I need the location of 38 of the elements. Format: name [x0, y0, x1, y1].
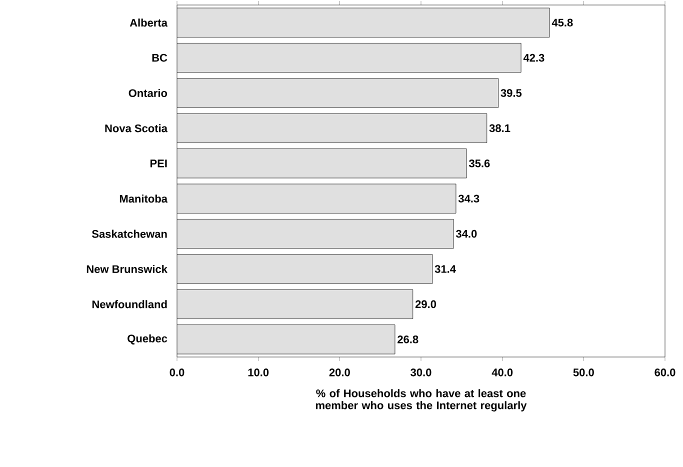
data-label: 34.3 — [458, 194, 480, 203]
bar — [177, 184, 456, 214]
data-label: 35.6 — [468, 159, 490, 168]
bar — [177, 254, 433, 284]
bar — [177, 42, 522, 73]
x-axis-title: % of Households who have at least one member who uses the Internet regularly — [316, 389, 527, 412]
data-label: 26.8 — [398, 336, 418, 344]
data-label: 31.4 — [434, 265, 456, 273]
y-tick-label: BC — [152, 54, 168, 62]
x-tick-label: 50.0 — [573, 368, 594, 376]
bar — [177, 113, 488, 144]
data-label: 42.3 — [523, 54, 544, 62]
x-tick-label: 30.0 — [410, 368, 432, 376]
x-tick-label: 20.0 — [329, 368, 350, 376]
y-tick-label: Newfoundland — [92, 300, 167, 308]
y-tick-label: Quebec — [128, 334, 168, 344]
y-tick-label: Ontario — [128, 88, 168, 98]
x-tick-label: 40.0 — [492, 368, 513, 376]
y-tick-label: Nova Scotia — [105, 124, 168, 132]
bar — [177, 78, 498, 108]
bar — [177, 8, 550, 38]
data-label: 39.5 — [500, 89, 522, 97]
data-label: 29.0 — [415, 300, 436, 308]
data-label: 45.8 — [552, 18, 573, 26]
x-tick-label: 0.0 — [170, 368, 184, 376]
bar — [177, 324, 396, 354]
bar — [177, 289, 414, 320]
data-label: 34.0 — [456, 230, 477, 238]
x-tick-label: 10.0 — [248, 368, 269, 376]
y-tick-label: Manitoba — [120, 194, 168, 203]
y-tick-label: Saskatchewan — [92, 230, 167, 238]
y-tick-label: Alberta — [130, 18, 168, 27]
y-tick-label: PEI — [150, 160, 167, 168]
bar — [177, 218, 454, 249]
data-label: 38.1 — [489, 124, 510, 132]
bar — [177, 148, 467, 178]
x-tick-label: 60.0 — [654, 368, 676, 376]
y-tick-label: New Brunswick — [86, 264, 168, 274]
